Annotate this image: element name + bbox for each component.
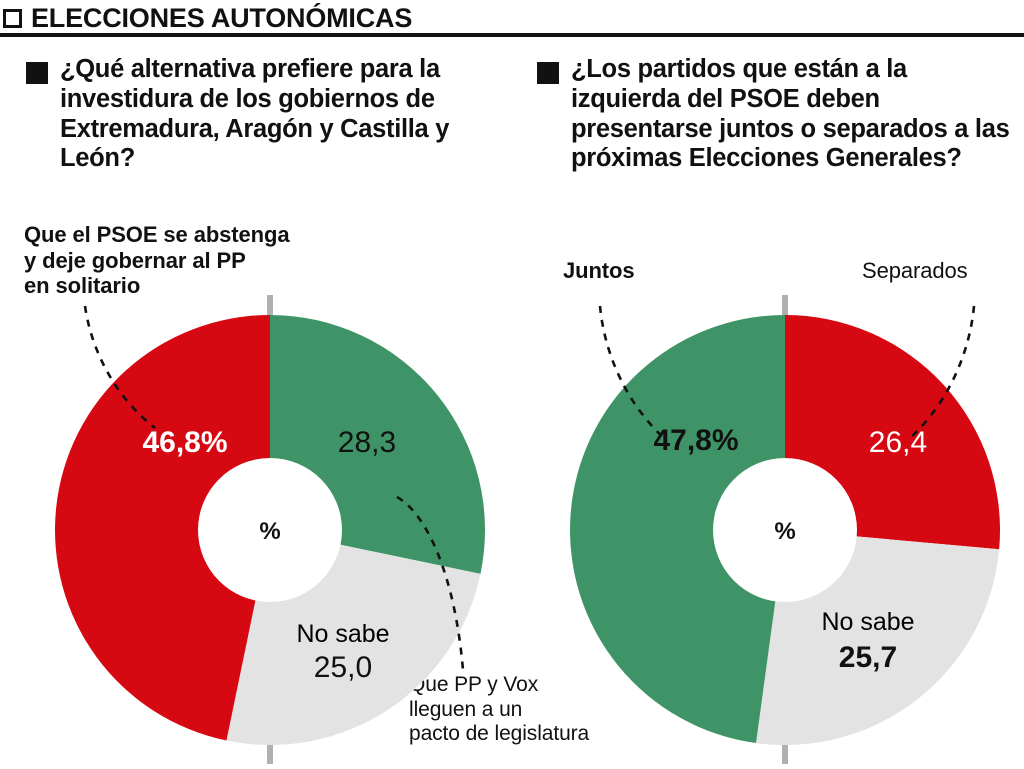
- donut-ticks-right: [782, 295, 788, 764]
- leader-line-green-right: [598, 305, 667, 441]
- tick-bottom-icon: [782, 736, 788, 764]
- header-bar: ELECCIONES AUTONÓMICAS: [0, 0, 1024, 38]
- tick-top-icon: [782, 295, 788, 325]
- donut-chart-right: % 26,4 No sabe 25,7 47,8%: [570, 295, 1008, 764]
- callout-right-green-label: Juntos: [563, 258, 635, 283]
- open-square-icon: [3, 9, 22, 28]
- leader-line-red-right: [907, 305, 976, 441]
- callout-left-gray-label: Que PP y Vox lleguen a un pacto de legis…: [409, 673, 590, 746]
- slice-label-red-left: 46,8%: [142, 426, 227, 459]
- center-unit-right: %: [774, 518, 795, 545]
- tick-top-icon: [267, 295, 273, 325]
- question-block-left: ¿Qué alternativa prefiere para la invest…: [26, 55, 516, 174]
- leader-line-red-left: [83, 305, 156, 430]
- slice-label-green-right: 47,8%: [653, 424, 738, 457]
- donut-slice: [570, 315, 785, 744]
- slice-caption-nosabe-left: No sabe: [296, 620, 389, 648]
- page-title: ELECCIONES AUTONÓMICAS: [31, 2, 413, 33]
- question-left-text: ¿Qué alternativa prefiere para la invest…: [60, 55, 450, 173]
- slice-label-green-left: 28,3: [338, 426, 396, 459]
- donut-hole-left: [198, 458, 342, 602]
- callout-left-red-label: Que el PSOE se abstenga y deje gobernar …: [24, 222, 290, 299]
- donut-hole-right: [713, 458, 857, 602]
- leader-line-gray-left: [396, 495, 465, 671]
- filled-square-icon: [26, 62, 48, 84]
- header-row: ELECCIONES AUTONÓMICAS: [0, 0, 1024, 34]
- filled-square-icon: [537, 62, 559, 84]
- slice-label-gray-right: 25,7: [839, 641, 897, 674]
- callout-right-red-label: Separados: [862, 258, 968, 283]
- donut-ticks-left: [267, 295, 273, 764]
- tick-bottom-icon: [267, 736, 273, 764]
- question-block-right: ¿Los partidos que están a la izquierda d…: [537, 55, 1017, 174]
- center-unit-left: %: [259, 518, 280, 545]
- slice-label-gray-left: 25,0: [314, 651, 372, 684]
- slice-label-red-right: 26,4: [869, 426, 927, 459]
- header-divider: [0, 33, 1024, 37]
- donut-slice: [54, 315, 270, 741]
- donut-chart-left: % 28,3 No sabe 25,0 46,8%: [54, 295, 486, 764]
- slice-caption-nosabe-right: No sabe: [821, 608, 914, 636]
- question-right-text: ¿Los partidos que están a la izquierda d…: [571, 55, 1010, 173]
